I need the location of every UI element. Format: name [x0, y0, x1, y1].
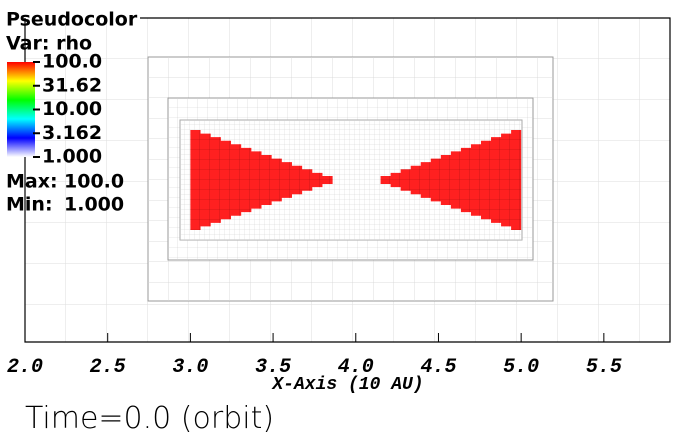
x-axis-title: X-Axis (10 AU)	[271, 375, 423, 395]
colorbar	[7, 62, 35, 157]
x-tick-label: 5.5	[586, 356, 622, 379]
plot-frame	[24, 17, 671, 343]
region-cells	[190, 130, 333, 230]
legend-variable: Var: rho	[6, 33, 92, 55]
legend-tick-label: 100.0	[42, 51, 102, 73]
x-tick-label: 4.5	[420, 356, 456, 379]
legend-title: Pseudocolor	[6, 9, 138, 31]
legend-tick-label: 10.00	[42, 98, 102, 120]
min-value: 1.000	[64, 194, 124, 216]
max-value: 100.0	[64, 171, 124, 193]
legend-tick-label: 1.000	[42, 146, 102, 168]
x-tick-label: 4.0	[338, 356, 374, 379]
min-label: Min:	[6, 194, 53, 216]
time-label: Time=0.0 (orbit)	[25, 401, 274, 436]
max-label: Max:	[6, 171, 58, 193]
legend-tick-label: 3.162	[42, 122, 102, 144]
region-cells	[380, 130, 522, 230]
legend-tick-label: 31.62	[42, 74, 102, 96]
x-tick-label: 5.0	[503, 356, 539, 379]
x-tick-label: 3.5	[255, 356, 291, 379]
x-tick-label: 3.0	[172, 356, 208, 379]
x-tick-label: 2.0	[7, 356, 43, 379]
x-tick-label: 2.5	[90, 356, 126, 379]
